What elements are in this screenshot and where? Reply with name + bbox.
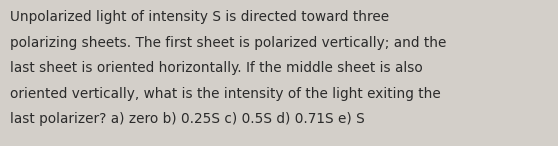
Text: Unpolarized light of intensity S is directed toward three: Unpolarized light of intensity S is dire…: [10, 10, 389, 24]
Text: oriented vertically, what is the intensity of the light exiting the: oriented vertically, what is the intensi…: [10, 87, 441, 101]
Text: polarizing sheets. The first sheet is polarized vertically; and the: polarizing sheets. The first sheet is po…: [10, 36, 446, 50]
Text: last polarizer? a) zero b) 0.25S c) 0.5S d) 0.71S e) S: last polarizer? a) zero b) 0.25S c) 0.5S…: [10, 112, 365, 126]
Text: last sheet is oriented horizontally. If the middle sheet is also: last sheet is oriented horizontally. If …: [10, 61, 423, 75]
